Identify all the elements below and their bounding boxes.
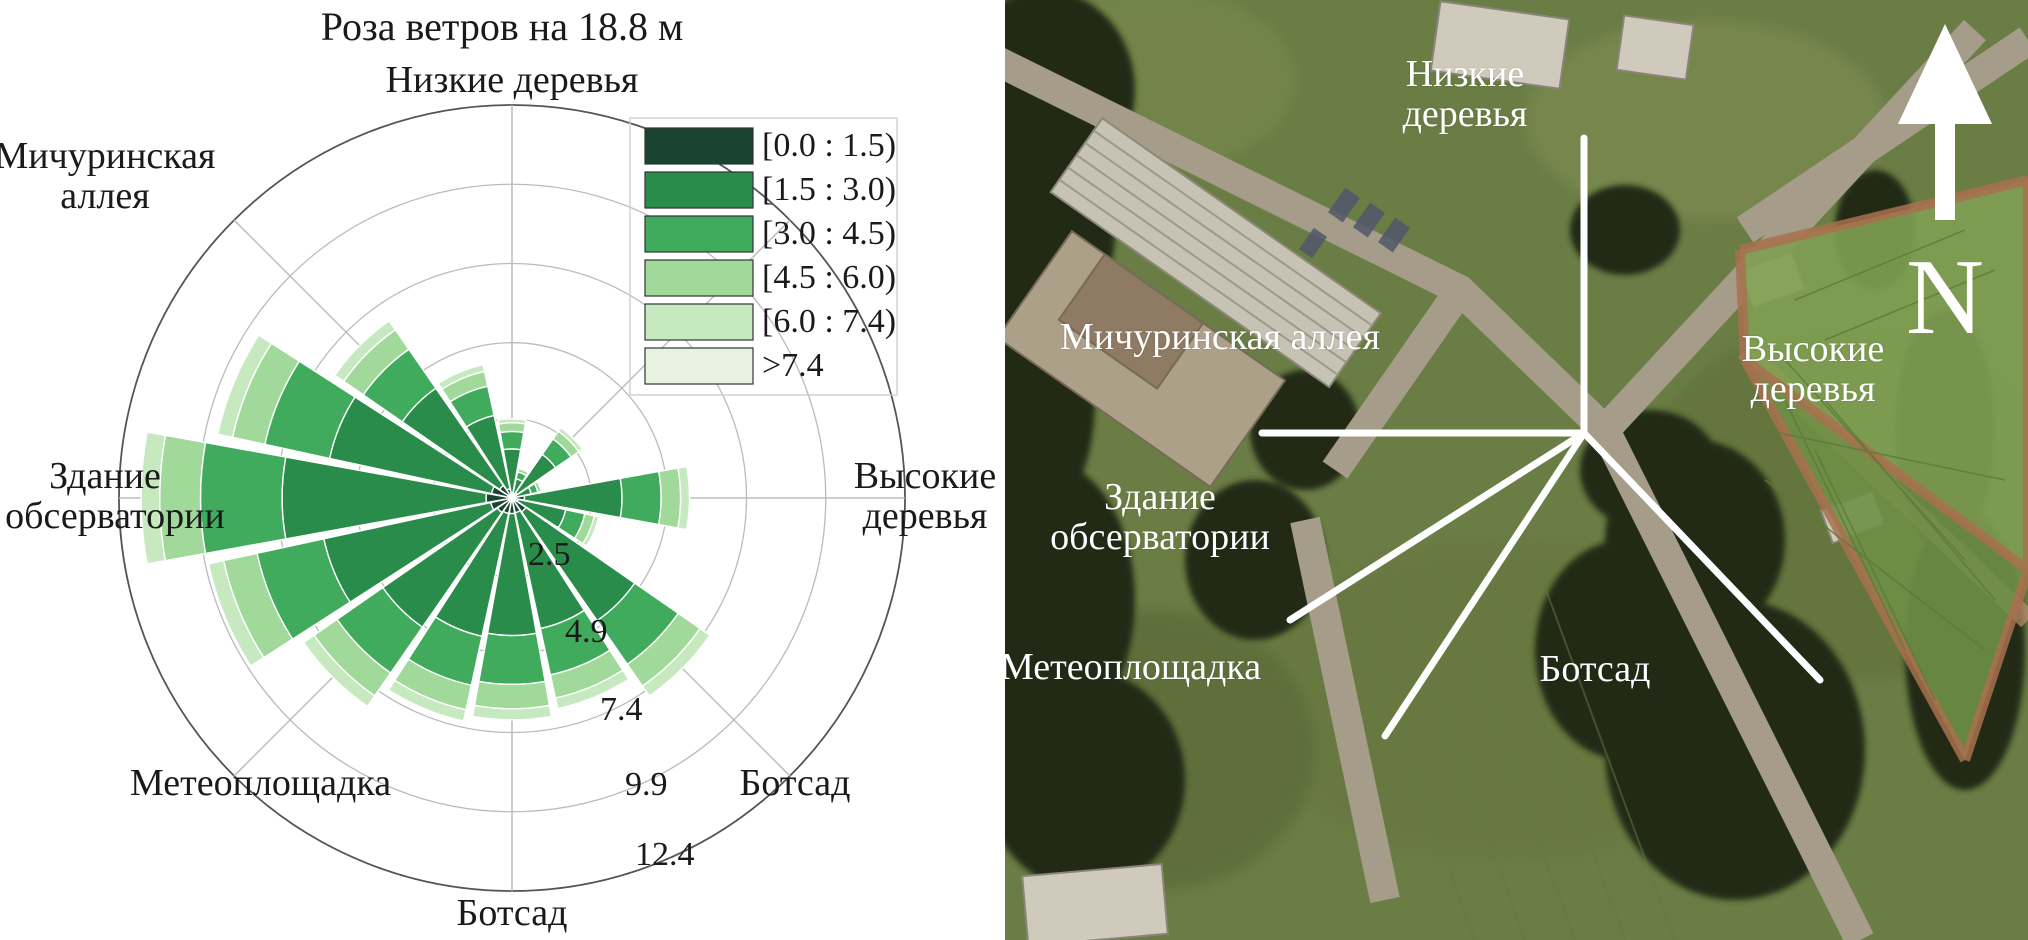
svg-text:7.4: 7.4 [600, 691, 643, 728]
svg-text:[3.0 : 4.5): [3.0 : 4.5) [762, 215, 896, 252]
svg-text:деревья: деревья [863, 495, 988, 537]
svg-text:[6.0 : 7.4): [6.0 : 7.4) [762, 303, 896, 340]
svg-text:2.5: 2.5 [528, 536, 571, 573]
svg-text:4.9: 4.9 [565, 613, 608, 650]
svg-text:Высокие: Высокие [854, 455, 996, 497]
svg-text:Здание: Здание [49, 455, 161, 497]
svg-text:аллея: аллея [60, 175, 149, 217]
svg-text:[4.5 : 6.0): [4.5 : 6.0) [762, 259, 896, 296]
svg-text:обсерватории: обсерватории [5, 495, 225, 537]
svg-text:Мичуринская: Мичуринская [0, 135, 216, 177]
svg-text:>7.4: >7.4 [762, 347, 824, 384]
svg-text:Ботсад: Ботсад [740, 762, 851, 804]
svg-text:9.9: 9.9 [625, 766, 668, 803]
svg-text:Ботсад: Ботсад [457, 892, 568, 934]
svg-text:Роза ветров на 18.8 м: Роза ветров на 18.8 м [321, 4, 684, 49]
svg-text:12.4: 12.4 [635, 836, 695, 873]
svg-text:[0.0 : 1.5): [0.0 : 1.5) [762, 127, 896, 164]
svg-text:Метеоплощадка: Метеоплощадка [130, 762, 391, 804]
svg-text:[1.5 : 3.0): [1.5 : 3.0) [762, 171, 896, 208]
svg-text:Низкие деревья: Низкие деревья [386, 59, 639, 101]
